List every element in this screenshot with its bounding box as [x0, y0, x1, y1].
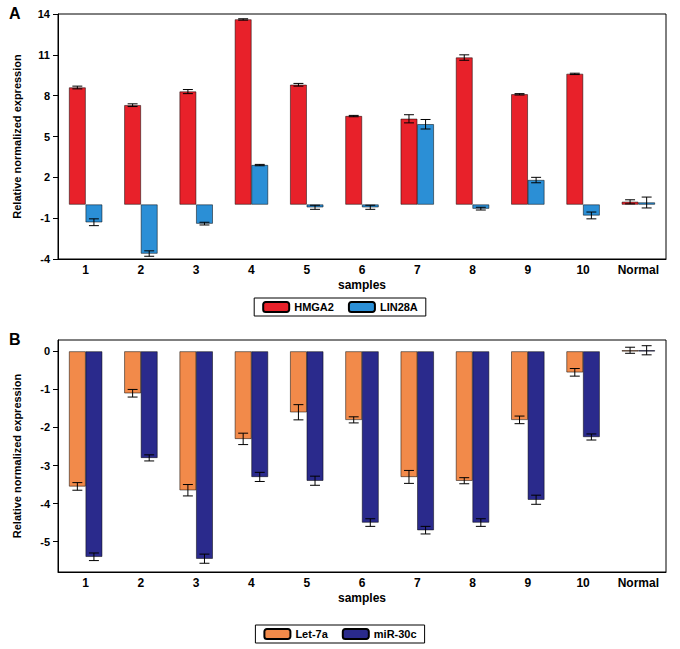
svg-text:5: 5 — [44, 131, 50, 143]
svg-text:Normal: Normal — [618, 576, 659, 590]
svg-text:7: 7 — [414, 576, 421, 590]
svg-text:4: 4 — [248, 263, 255, 277]
svg-text:8: 8 — [469, 576, 476, 590]
svg-text:1: 1 — [82, 576, 89, 590]
svg-text:3: 3 — [193, 263, 200, 277]
svg-text:B: B — [9, 331, 21, 348]
svg-text:2: 2 — [138, 263, 145, 277]
svg-text:8: 8 — [469, 263, 476, 277]
svg-text:6: 6 — [359, 263, 366, 277]
svg-text:Relative normalized expression: Relative normalized expression — [11, 373, 23, 538]
svg-text:-2: -2 — [40, 421, 50, 433]
svg-text:-5: -5 — [40, 536, 50, 548]
svg-text:11: 11 — [38, 49, 50, 61]
svg-text:samples: samples — [338, 591, 386, 605]
svg-text:1: 1 — [82, 263, 89, 277]
svg-text:5: 5 — [303, 263, 310, 277]
svg-text:14: 14 — [38, 8, 51, 20]
svg-text:-1: -1 — [40, 212, 50, 224]
svg-text:10: 10 — [576, 576, 590, 590]
svg-text:3: 3 — [193, 576, 200, 590]
svg-text:7: 7 — [414, 263, 421, 277]
svg-text:A: A — [9, 5, 21, 22]
svg-text:samples: samples — [338, 278, 386, 292]
svg-text:4: 4 — [248, 576, 255, 590]
svg-text:Let-7a: Let-7a — [295, 628, 328, 640]
svg-text:-3: -3 — [40, 460, 50, 472]
svg-text:-4: -4 — [40, 498, 51, 510]
svg-text:5: 5 — [303, 576, 310, 590]
svg-text:9: 9 — [524, 263, 531, 277]
svg-text:miR-30c: miR-30c — [374, 628, 417, 640]
svg-text:-4: -4 — [40, 253, 51, 265]
svg-text:10: 10 — [576, 263, 590, 277]
svg-text:2: 2 — [44, 171, 50, 183]
svg-text:HMGA2: HMGA2 — [294, 301, 334, 313]
svg-text:LIN28A: LIN28A — [380, 301, 418, 313]
svg-text:6: 6 — [359, 576, 366, 590]
svg-text:9: 9 — [524, 576, 531, 590]
svg-text:8: 8 — [44, 90, 50, 102]
svg-text:-1: -1 — [40, 383, 50, 395]
svg-text:2: 2 — [138, 576, 145, 590]
svg-text:0: 0 — [44, 345, 50, 357]
svg-text:Normal: Normal — [618, 263, 659, 277]
svg-text:Relative normalized expression: Relative normalized expression — [11, 54, 23, 219]
